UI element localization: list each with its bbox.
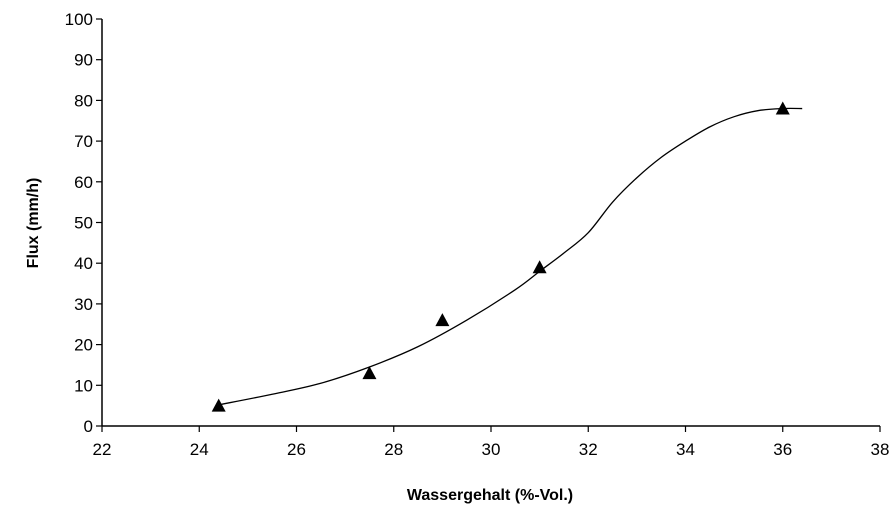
- y-tick-label: 40: [74, 254, 93, 273]
- y-tick-label: 0: [84, 417, 93, 436]
- y-tick-label: 100: [65, 10, 93, 29]
- y-axis-ticks: 0 10 20 30 40 50 60 70 80 90 100: [65, 10, 102, 436]
- y-tick-label: 60: [74, 173, 93, 192]
- y-tick-label: 20: [74, 336, 93, 355]
- x-tick-label: 26: [287, 440, 306, 459]
- x-tick-label: 32: [579, 440, 598, 459]
- y-tick-label: 50: [74, 214, 93, 233]
- x-axis-ticks: 22 24 26 28 30 32 34 36 38: [93, 426, 890, 459]
- fit-curve: [218, 107, 803, 406]
- data-point-triangle: [435, 313, 450, 327]
- y-axis-title: Flux (mm/h): [25, 178, 42, 269]
- y-tick-label: 70: [74, 132, 93, 151]
- x-tick-label: 38: [871, 440, 890, 459]
- y-tick-label: 80: [74, 91, 93, 110]
- x-tick-label: 22: [93, 440, 112, 459]
- y-tick-label: 10: [74, 376, 93, 395]
- data-point-triangle: [362, 366, 377, 380]
- axes: [101, 19, 880, 427]
- data-point-triangle: [532, 260, 547, 274]
- data-point-triangle: [211, 398, 226, 412]
- x-tick-label: 36: [773, 440, 792, 459]
- data-point-triangle: [775, 101, 790, 115]
- x-tick-label: 28: [384, 440, 403, 459]
- y-tick-label: 30: [74, 295, 93, 314]
- fit-curve-layer: [218, 107, 803, 406]
- data-points: [211, 101, 790, 412]
- x-tick-label: 24: [190, 440, 209, 459]
- y-tick-label: 90: [74, 51, 93, 70]
- x-tick-label: 34: [676, 440, 695, 459]
- x-axis-title: Wassergehalt (%-Vol.): [407, 487, 573, 504]
- x-tick-label: 30: [482, 440, 501, 459]
